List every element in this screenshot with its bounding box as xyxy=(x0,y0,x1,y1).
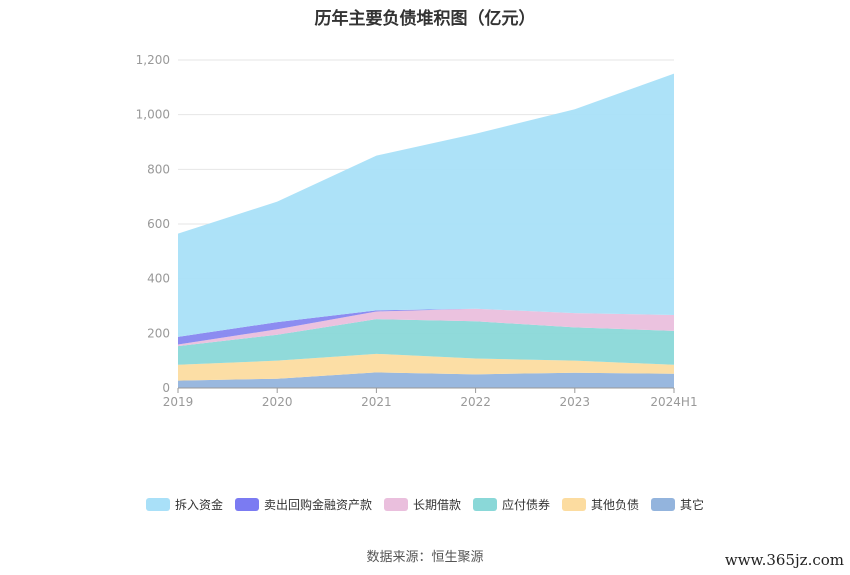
legend-label: 其他负债 xyxy=(591,498,640,512)
y-tick-label: 600 xyxy=(147,217,170,231)
y-tick-label: 1,000 xyxy=(136,108,170,122)
chart-title: 历年主要负债堆积图（亿元） xyxy=(314,9,536,29)
x-tick-label: 2021 xyxy=(361,395,392,409)
legend-swatch xyxy=(562,498,587,511)
legend-item[interactable]: 卖出回购金融资产款 xyxy=(234,496,372,513)
legend-item[interactable]: 长期借款 xyxy=(383,496,461,513)
legend-label: 拆入资金 xyxy=(174,498,223,512)
x-tick-label: 2019 xyxy=(163,395,194,409)
area-layer xyxy=(178,73,674,388)
y-tick-label: 1,200 xyxy=(136,53,170,67)
legend-label: 其它 xyxy=(680,498,705,512)
legend-swatch xyxy=(651,498,676,511)
area-series[interactable] xyxy=(178,319,674,365)
area-series[interactable] xyxy=(178,353,674,381)
legend-swatch xyxy=(473,498,497,511)
legend-item[interactable]: 拆入资金 xyxy=(145,496,223,513)
legend-label: 卖出回购金融资产款 xyxy=(263,498,372,512)
source-note: 数据来源：恒生聚源 xyxy=(366,550,484,565)
x-tick-label: 2022 xyxy=(460,395,491,409)
area-series[interactable] xyxy=(178,372,674,388)
legend-item[interactable]: 应付债券 xyxy=(473,496,550,513)
legend-item[interactable]: 其他负债 xyxy=(562,496,639,513)
x-tick-label: 2024H1 xyxy=(650,395,697,409)
legend-label: 应付债券 xyxy=(502,498,551,512)
area-series[interactable] xyxy=(178,308,674,347)
watermark: www.365jz.com xyxy=(724,551,844,569)
x-tick-label: 2020 xyxy=(262,395,293,409)
legend-swatch xyxy=(234,498,259,511)
legend-label: 长期借款 xyxy=(412,498,461,512)
y-tick-label: 800 xyxy=(147,162,170,176)
area-series[interactable] xyxy=(178,308,674,345)
legend-item[interactable]: 其它 xyxy=(651,496,704,513)
y-tick-label: 400 xyxy=(147,272,170,286)
y-tick-label: 0 xyxy=(162,381,170,395)
x-tick-label: 2023 xyxy=(560,395,591,409)
y-tick-label: 200 xyxy=(147,326,170,340)
axis-layer: 0 200 400 600 800 1,000 1,200 2019 2020 2021 2022 2… xyxy=(136,53,698,409)
area-series[interactable] xyxy=(178,73,674,337)
legend: 拆入资金 卖出回购金融资产款 长期借款 应付债券 其他负债 其它 xyxy=(0,496,850,513)
legend-swatch xyxy=(383,498,408,511)
legend-swatch xyxy=(145,498,170,511)
